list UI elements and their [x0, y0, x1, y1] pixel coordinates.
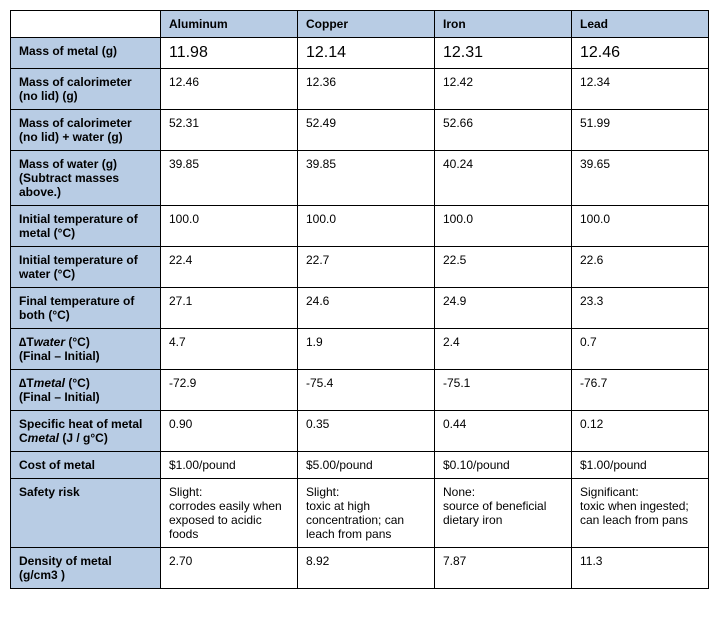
- table-cell: 22.4: [161, 247, 298, 288]
- col-header: Copper: [298, 11, 435, 38]
- row-header: Specific heat of metal Cmetal (J / g°C): [11, 411, 161, 452]
- table-row: Specific heat of metal Cmetal (J / g°C)0…: [11, 411, 709, 452]
- table-cell: $5.00/pound: [298, 452, 435, 479]
- table-cell: 12.46: [572, 38, 709, 69]
- table-body: Mass of metal (g)11.9812.1412.3112.46Mas…: [11, 38, 709, 589]
- table-cell: 1.9: [298, 329, 435, 370]
- row-header: Mass of calorimeter (no lid) + water (g): [11, 110, 161, 151]
- row-header: Mass of water (g) (Subtract masses above…: [11, 151, 161, 206]
- table-cell: 7.87: [435, 548, 572, 589]
- table-row: Mass of water (g) (Subtract masses above…: [11, 151, 709, 206]
- table-cell: 40.24: [435, 151, 572, 206]
- table-cell: 22.6: [572, 247, 709, 288]
- col-header: Aluminum: [161, 11, 298, 38]
- table-row: ∆Tmetal (°C)(Final – Initial)-72.9-75.4-…: [11, 370, 709, 411]
- table-cell: 2.4: [435, 329, 572, 370]
- table-cell: 52.49: [298, 110, 435, 151]
- table-row: Final temperature of both (°C)27.124.624…: [11, 288, 709, 329]
- table-cell: -76.7: [572, 370, 709, 411]
- table-cell: 12.42: [435, 69, 572, 110]
- table-cell: $1.00/pound: [161, 452, 298, 479]
- table-cell: 22.7: [298, 247, 435, 288]
- row-header: Density of metal (g/cm3 ): [11, 548, 161, 589]
- table-row: Density of metal (g/cm3 )2.708.927.8711.…: [11, 548, 709, 589]
- table-cell: 51.99: [572, 110, 709, 151]
- table-cell: 11.98: [161, 38, 298, 69]
- table-cell: $1.00/pound: [572, 452, 709, 479]
- table-row: ∆Twater (°C)(Final – Initial)4.71.92.40.…: [11, 329, 709, 370]
- table-cell: 39.85: [298, 151, 435, 206]
- table-cell: 100.0: [572, 206, 709, 247]
- table-cell: 4.7: [161, 329, 298, 370]
- table-cell: 24.6: [298, 288, 435, 329]
- table-cell: 0.12: [572, 411, 709, 452]
- table-cell: 12.14: [298, 38, 435, 69]
- row-header: ∆Tmetal (°C)(Final – Initial): [11, 370, 161, 411]
- table-cell: 12.36: [298, 69, 435, 110]
- table-cell: $0.10/pound: [435, 452, 572, 479]
- row-header: Cost of metal: [11, 452, 161, 479]
- table-cell: 100.0: [435, 206, 572, 247]
- table-cell: 100.0: [161, 206, 298, 247]
- table-cell: None:source of beneficial dietary iron: [435, 479, 572, 548]
- row-header: Final temperature of both (°C): [11, 288, 161, 329]
- table-cell: Slight:corrodes easily when exposed to a…: [161, 479, 298, 548]
- table-cell: 22.5: [435, 247, 572, 288]
- row-header: Safety risk: [11, 479, 161, 548]
- table-cell: 100.0: [298, 206, 435, 247]
- row-header: Mass of calorimeter (no lid) (g): [11, 69, 161, 110]
- table-cell: 12.34: [572, 69, 709, 110]
- table-cell: 27.1: [161, 288, 298, 329]
- row-header: Initial temperature of metal (°C): [11, 206, 161, 247]
- table-row: Mass of calorimeter (no lid) + water (g)…: [11, 110, 709, 151]
- row-header: Initial temperature of water (°C): [11, 247, 161, 288]
- table-cell: 39.65: [572, 151, 709, 206]
- table-cell: Slight:toxic at high concentration; can …: [298, 479, 435, 548]
- table-cell: -75.4: [298, 370, 435, 411]
- table-row: Initial temperature of metal (°C)100.010…: [11, 206, 709, 247]
- table-cell: 52.31: [161, 110, 298, 151]
- row-header: ∆Twater (°C)(Final – Initial): [11, 329, 161, 370]
- table-cell: 0.90: [161, 411, 298, 452]
- col-header: Iron: [435, 11, 572, 38]
- table-row: Mass of metal (g)11.9812.1412.3112.46: [11, 38, 709, 69]
- table-cell: 12.46: [161, 69, 298, 110]
- table-cell: 8.92: [298, 548, 435, 589]
- col-header: Lead: [572, 11, 709, 38]
- table-cell: 2.70: [161, 548, 298, 589]
- table-cell: 0.35: [298, 411, 435, 452]
- metal-properties-table: Aluminum Copper Iron Lead Mass of metal …: [10, 10, 709, 589]
- table-cell: -75.1: [435, 370, 572, 411]
- table-row: Safety riskSlight:corrodes easily when e…: [11, 479, 709, 548]
- table-cell: 39.85: [161, 151, 298, 206]
- table-cell: 52.66: [435, 110, 572, 151]
- table-cell: 0.44: [435, 411, 572, 452]
- header-row: Aluminum Copper Iron Lead: [11, 11, 709, 38]
- table-cell: Significant:toxic when ingested; can lea…: [572, 479, 709, 548]
- table-cell: 23.3: [572, 288, 709, 329]
- table-cell: 12.31: [435, 38, 572, 69]
- row-header: Mass of metal (g): [11, 38, 161, 69]
- table-cell: 11.3: [572, 548, 709, 589]
- table-cell: 0.7: [572, 329, 709, 370]
- table-cell: -72.9: [161, 370, 298, 411]
- table-row: Cost of metal$1.00/pound$5.00/pound$0.10…: [11, 452, 709, 479]
- table-row: Mass of calorimeter (no lid) (g)12.4612.…: [11, 69, 709, 110]
- table-cell: 24.9: [435, 288, 572, 329]
- table-row: Initial temperature of water (°C)22.422.…: [11, 247, 709, 288]
- corner-cell: [11, 11, 161, 38]
